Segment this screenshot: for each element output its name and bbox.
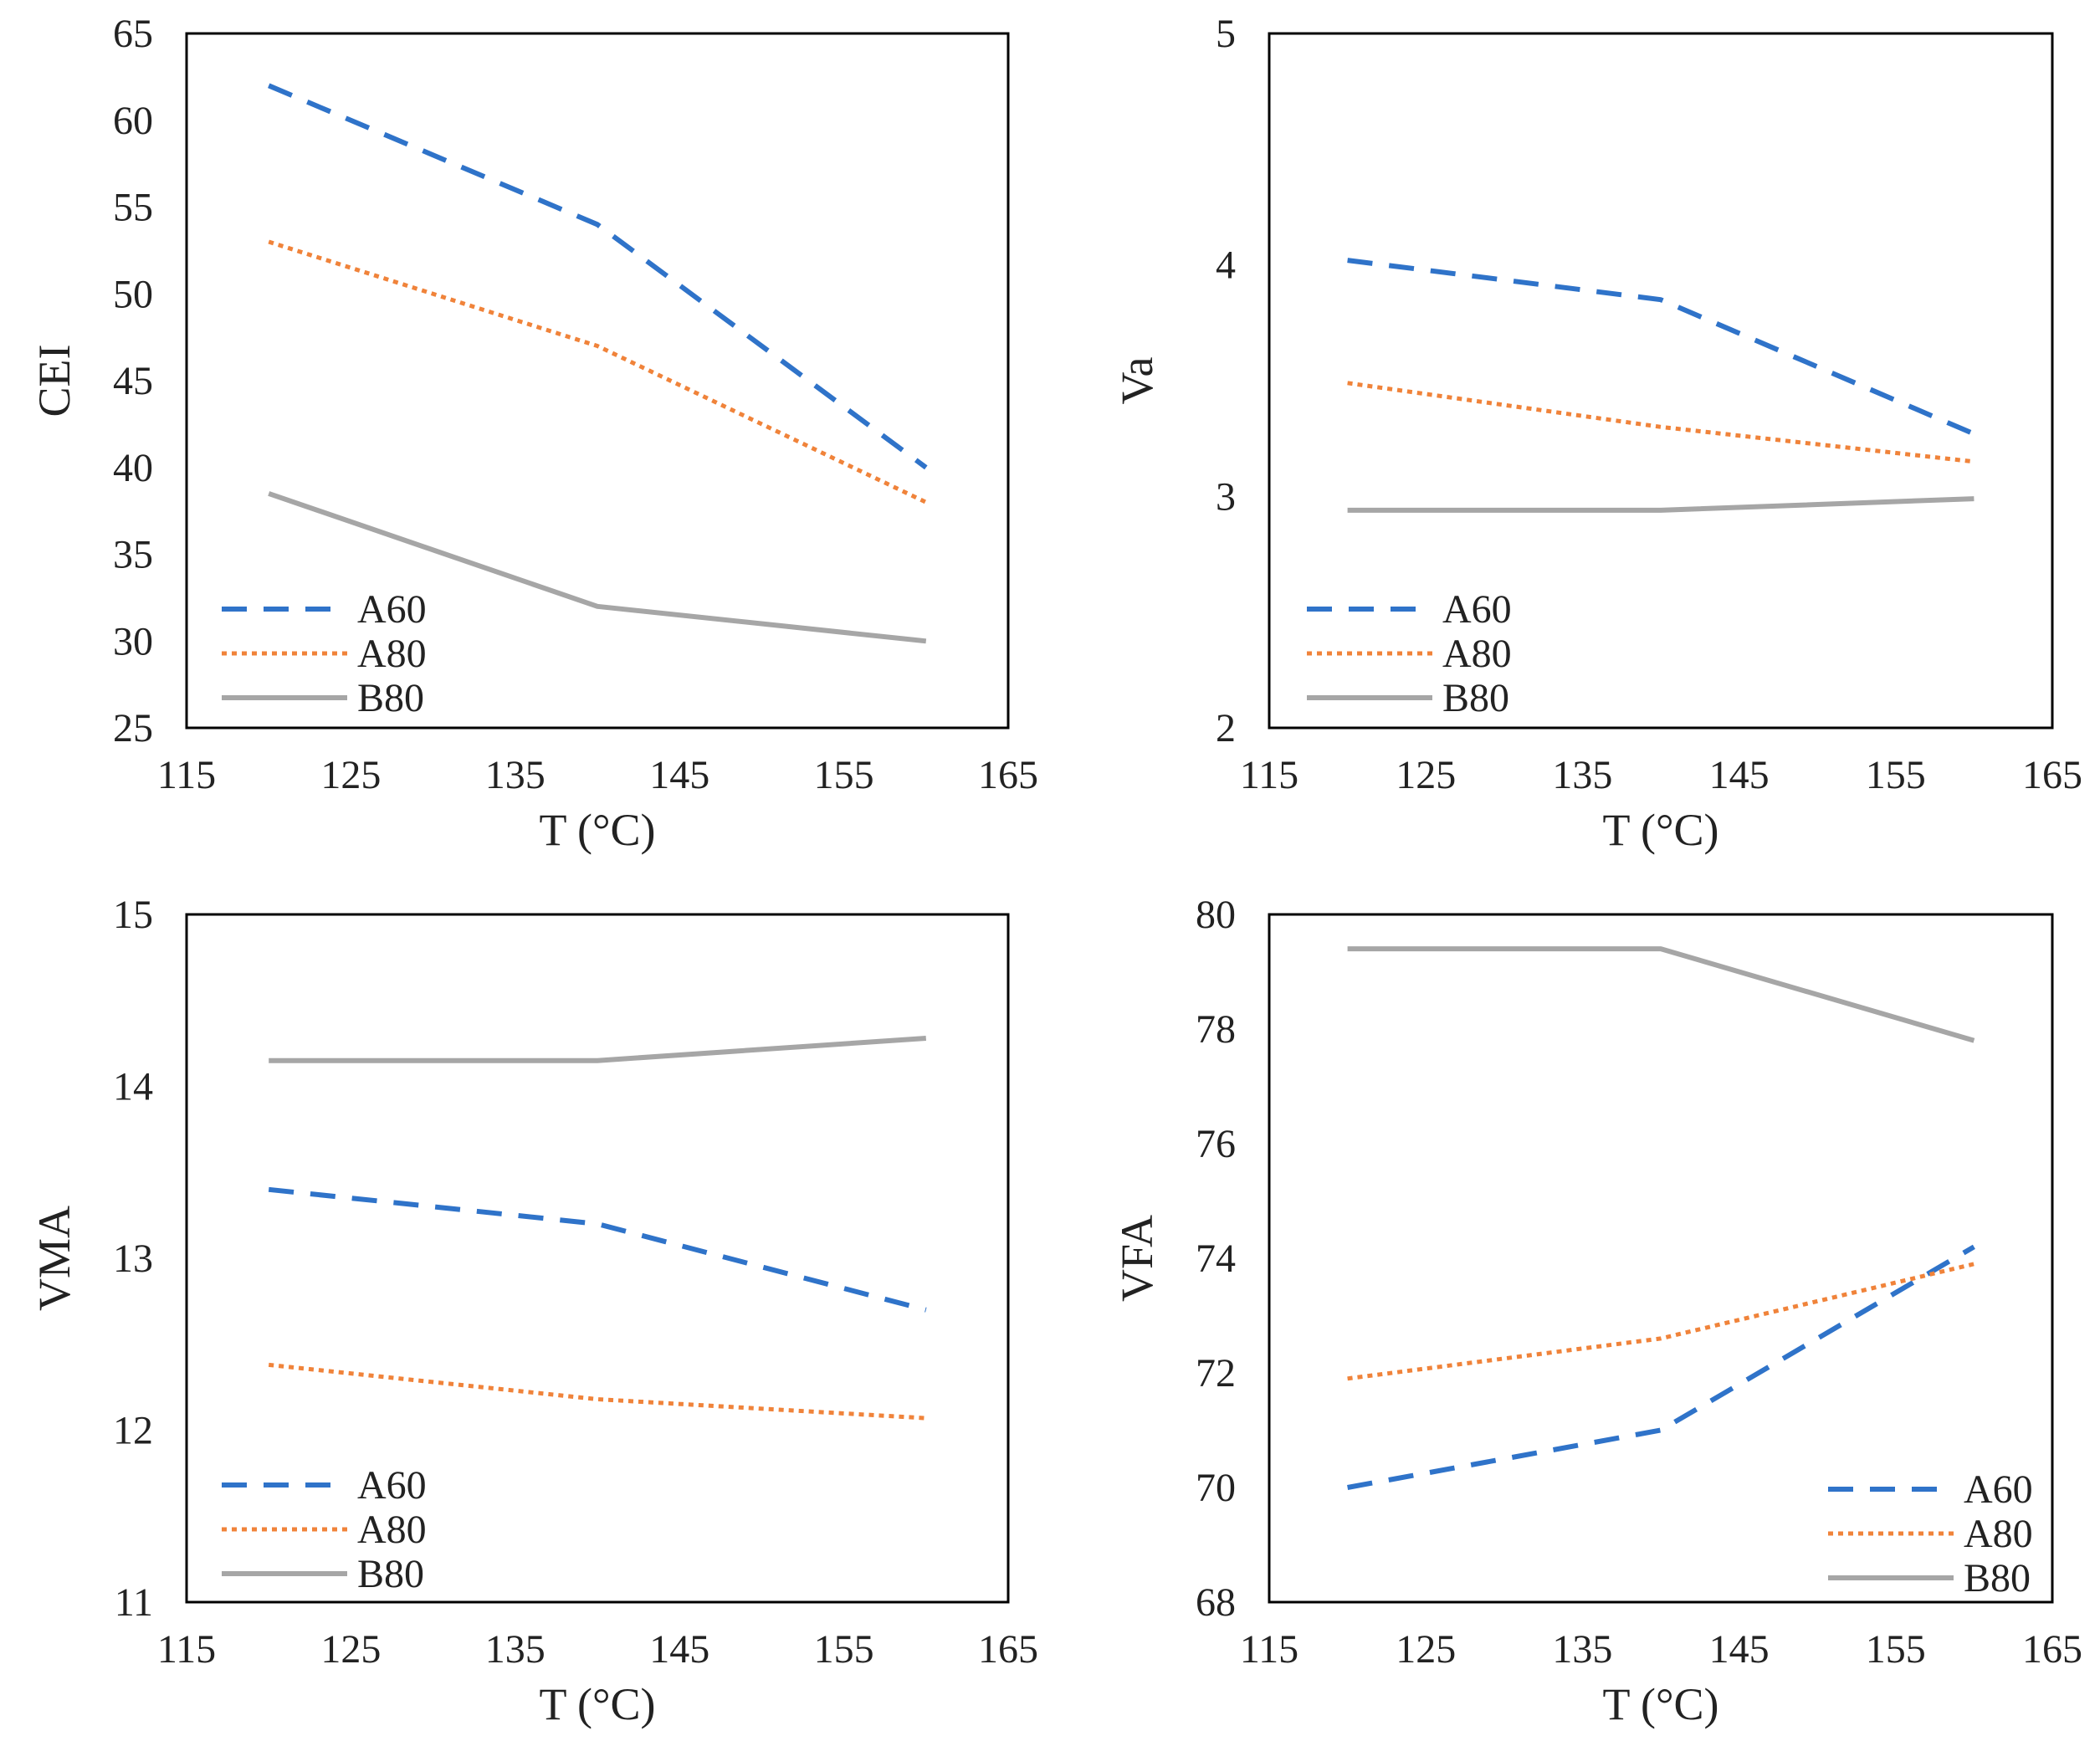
series-line-a80 bbox=[268, 239, 927, 504]
y-axis-label: VMA bbox=[29, 1206, 79, 1311]
legend-label-b80: B80 bbox=[357, 676, 424, 720]
x-axis-label: T (°C) bbox=[1602, 1679, 1718, 1729]
y-tick-label: 78 bbox=[1196, 1007, 1236, 1052]
plot-frame bbox=[1268, 32, 2054, 730]
y-axis-label: CEI bbox=[29, 345, 79, 417]
x-tick-label: 125 bbox=[1396, 1627, 1456, 1672]
plot-frame bbox=[1268, 913, 2054, 1604]
x-tick-label: 125 bbox=[320, 753, 381, 797]
series-line-b80 bbox=[1347, 946, 1975, 1043]
plot-frame bbox=[185, 913, 1010, 1604]
y-tick-label: 74 bbox=[1196, 1237, 1236, 1281]
legend-label-b80: B80 bbox=[1964, 1556, 2031, 1600]
y-tick-label: 15 bbox=[113, 893, 153, 937]
y-tick-label: 80 bbox=[1196, 893, 1236, 937]
legend-label-a80: A80 bbox=[1442, 632, 1512, 676]
series-line-b80 bbox=[1347, 496, 1975, 513]
y-tick-label: 65 bbox=[113, 12, 153, 56]
legend-label-b80: B80 bbox=[357, 1552, 424, 1596]
y-tick-label: 5 bbox=[1216, 12, 1236, 56]
y-tick-label: 70 bbox=[1196, 1466, 1236, 1510]
y-tick-label: 30 bbox=[113, 619, 153, 663]
x-tick-label: 135 bbox=[485, 1627, 545, 1672]
x-tick-label: 145 bbox=[649, 1627, 709, 1672]
legend-label-a80: A80 bbox=[1964, 1512, 2033, 1556]
legend-label-a80: A80 bbox=[357, 1508, 427, 1552]
y-axis-label: Va bbox=[1112, 356, 1162, 404]
plot-frame bbox=[185, 32, 1010, 730]
x-tick-label: 125 bbox=[320, 1627, 381, 1672]
series-line-a80 bbox=[1347, 381, 1975, 464]
y-tick-label: 4 bbox=[1216, 243, 1236, 288]
x-axis-label: T (°C) bbox=[1602, 805, 1718, 855]
series-line-a80 bbox=[1347, 1262, 1975, 1381]
series-line-a60 bbox=[1347, 258, 1975, 437]
x-tick-label: 115 bbox=[1240, 753, 1298, 797]
y-tick-label: 35 bbox=[113, 533, 153, 577]
x-axis-label: T (°C) bbox=[539, 805, 655, 855]
x-tick-label: 135 bbox=[1552, 1627, 1612, 1672]
y-tick-label: 50 bbox=[113, 272, 153, 316]
x-tick-label: 155 bbox=[814, 753, 874, 797]
y-tick-label: 2 bbox=[1216, 706, 1236, 750]
y-tick-label: 25 bbox=[113, 706, 153, 750]
x-axis-label: T (°C) bbox=[539, 1679, 655, 1729]
series-line-a60 bbox=[1347, 1244, 1975, 1490]
x-tick-label: 165 bbox=[2022, 1627, 2082, 1672]
x-tick-label: 135 bbox=[1552, 753, 1612, 797]
x-tick-label: 115 bbox=[157, 753, 216, 797]
series-line-b80 bbox=[268, 491, 927, 644]
y-tick-label: 72 bbox=[1196, 1351, 1236, 1395]
chart-panel-vma: 115 125 135 145 155 165 11 12 13 14 15 T (°C) VMA A60… bbox=[29, 893, 1038, 1729]
y-tick-label: 12 bbox=[113, 1409, 153, 1453]
x-tick-label: 125 bbox=[1396, 753, 1456, 797]
legend-label-a60: A60 bbox=[357, 587, 427, 632]
y-axis-label: VFA bbox=[1112, 1215, 1162, 1302]
y-tick-label: 45 bbox=[113, 359, 153, 403]
y-tick-label: 13 bbox=[113, 1237, 153, 1281]
x-tick-label: 145 bbox=[649, 753, 709, 797]
x-tick-label: 135 bbox=[485, 753, 545, 797]
series-line-a60 bbox=[268, 1186, 927, 1313]
x-tick-label: 155 bbox=[1866, 1627, 1926, 1672]
x-tick-label: 115 bbox=[157, 1627, 216, 1672]
x-tick-label: 165 bbox=[978, 1627, 1038, 1672]
x-tick-label: 145 bbox=[1709, 753, 1770, 797]
legend-label-b80: B80 bbox=[1442, 676, 1509, 720]
legend-label-a60: A60 bbox=[1964, 1467, 2033, 1512]
series-line-a60 bbox=[268, 83, 928, 470]
y-tick-label: 11 bbox=[115, 1580, 153, 1625]
y-tick-label: 76 bbox=[1196, 1122, 1236, 1166]
legend-label-a60: A60 bbox=[1442, 587, 1512, 632]
y-tick-label: 68 bbox=[1196, 1580, 1236, 1625]
series-line-b80 bbox=[269, 1036, 927, 1063]
y-tick-label: 60 bbox=[113, 99, 153, 143]
chart-panel-cei: 115 125 135 145 155 165 25 30 35 40 45 50 55 60 65 T (°… bbox=[29, 12, 1038, 855]
y-tick-label: 3 bbox=[1216, 474, 1236, 519]
x-tick-label: 145 bbox=[1709, 1627, 1770, 1672]
x-tick-label: 165 bbox=[2022, 753, 2082, 797]
x-tick-label: 155 bbox=[1866, 753, 1926, 797]
legend-label-a60: A60 bbox=[357, 1463, 427, 1508]
x-tick-label: 115 bbox=[1240, 1627, 1298, 1672]
x-tick-label: 155 bbox=[814, 1627, 874, 1672]
legend-label-a80: A80 bbox=[357, 632, 427, 676]
y-tick-label: 40 bbox=[113, 446, 153, 490]
x-tick-label: 165 bbox=[978, 753, 1038, 797]
y-tick-label: 55 bbox=[113, 186, 153, 230]
y-tick-label: 14 bbox=[113, 1065, 153, 1109]
chart-panel-vfa: 115 125 135 145 155 165 68 70 72 74 76 78 80 T (°C) VF… bbox=[1112, 893, 2082, 1729]
